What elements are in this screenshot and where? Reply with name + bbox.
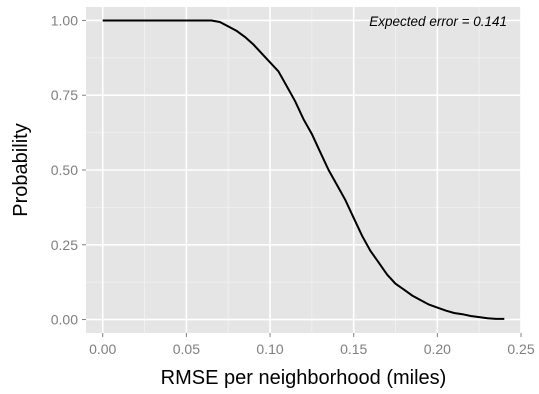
x-tick-label: 0.25 — [507, 341, 534, 357]
y-axis-ticks: 0.00 0.25 0.50 0.75 1.00 — [51, 12, 86, 328]
y-tick-label: 0.00 — [51, 312, 78, 328]
gridlines — [86, 7, 522, 333]
y-tick-label: 0.75 — [51, 87, 78, 103]
ecdf-line — [102, 19, 505, 320]
y-tick-label: 1.00 — [51, 12, 78, 28]
y-tick-label: 0.50 — [51, 162, 78, 178]
x-axis-title: RMSE per neighborhood (miles) — [161, 367, 447, 389]
x-axis-ticks: 0.00 0.05 0.10 0.15 0.20 0.25 — [89, 333, 535, 357]
x-tick-label: 0.20 — [424, 341, 451, 357]
x-tick-label: 0.15 — [340, 341, 367, 357]
y-tick-label: 0.25 — [51, 237, 78, 253]
x-tick-label: 0.05 — [173, 341, 200, 357]
expected-error-annotation: Expected error = 0.141 — [369, 14, 507, 29]
x-tick-label: 0.10 — [256, 341, 283, 357]
x-tick-label: 0.00 — [89, 341, 116, 357]
y-axis-title: Probability — [10, 123, 32, 216]
